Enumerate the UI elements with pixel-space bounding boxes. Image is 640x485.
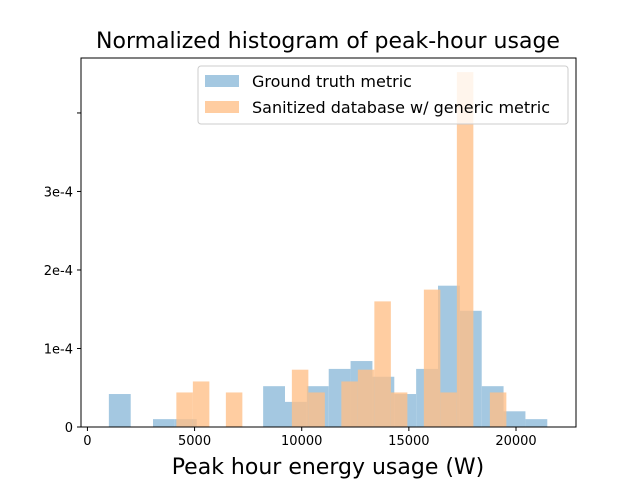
- histogram-bar: [176, 392, 193, 427]
- bars-layer: [108, 72, 548, 428]
- y-tick-label: 3e-4: [44, 185, 73, 200]
- legend-entry: Ground truth metric: [252, 72, 412, 91]
- x-axis-label: Peak hour energy usage (W): [172, 455, 485, 480]
- histogram-bar: [225, 392, 243, 427]
- y-tick-label: 2e-4: [44, 264, 73, 279]
- x-tick-label: 20000: [495, 434, 536, 449]
- x-tick-label: 5000: [178, 434, 211, 449]
- series-2: [176, 72, 507, 428]
- x-tick-label: 0: [83, 434, 91, 449]
- histogram-bar: [263, 386, 285, 427]
- histogram-bar: [423, 289, 441, 427]
- y-tick-label: 0: [65, 421, 73, 436]
- legend-swatch: [205, 101, 239, 113]
- y-axis: 0 1e-4 2e-4 3e-4: [44, 112, 81, 436]
- x-axis: 0 5000 10000 15000 20000: [83, 427, 537, 449]
- histogram-bar: [341, 381, 358, 427]
- histogram-bar: [153, 419, 175, 427]
- histogram-bar: [291, 369, 309, 427]
- histogram-bar: [489, 392, 507, 427]
- y-tick-label: 1e-4: [44, 342, 73, 357]
- histogram-bar: [374, 301, 391, 427]
- histogram-bar: [503, 411, 526, 427]
- histogram-bar: [108, 394, 131, 427]
- legend-entry: Sanitized database w/ generic metric: [252, 98, 550, 117]
- legend: Ground truth metric Sanitized database w/…: [197, 65, 569, 125]
- histogram-bar: [357, 369, 375, 427]
- histogram-bar: [456, 72, 474, 428]
- histogram-bar: [192, 381, 210, 427]
- legend-swatch: [205, 75, 239, 87]
- histogram-bar: [525, 419, 548, 427]
- plot-frame: [80, 57, 577, 428]
- chart-title: Normalized histogram of peak-hour usage: [96, 29, 560, 54]
- x-tick-label: 10000: [281, 434, 322, 449]
- histogram-bar: [308, 392, 325, 427]
- histogram-bar: [440, 392, 457, 427]
- x-tick-label: 15000: [388, 434, 429, 449]
- histogram-bar: [390, 392, 408, 427]
- histogram-bar: [438, 285, 460, 427]
- legend-box: [197, 65, 569, 125]
